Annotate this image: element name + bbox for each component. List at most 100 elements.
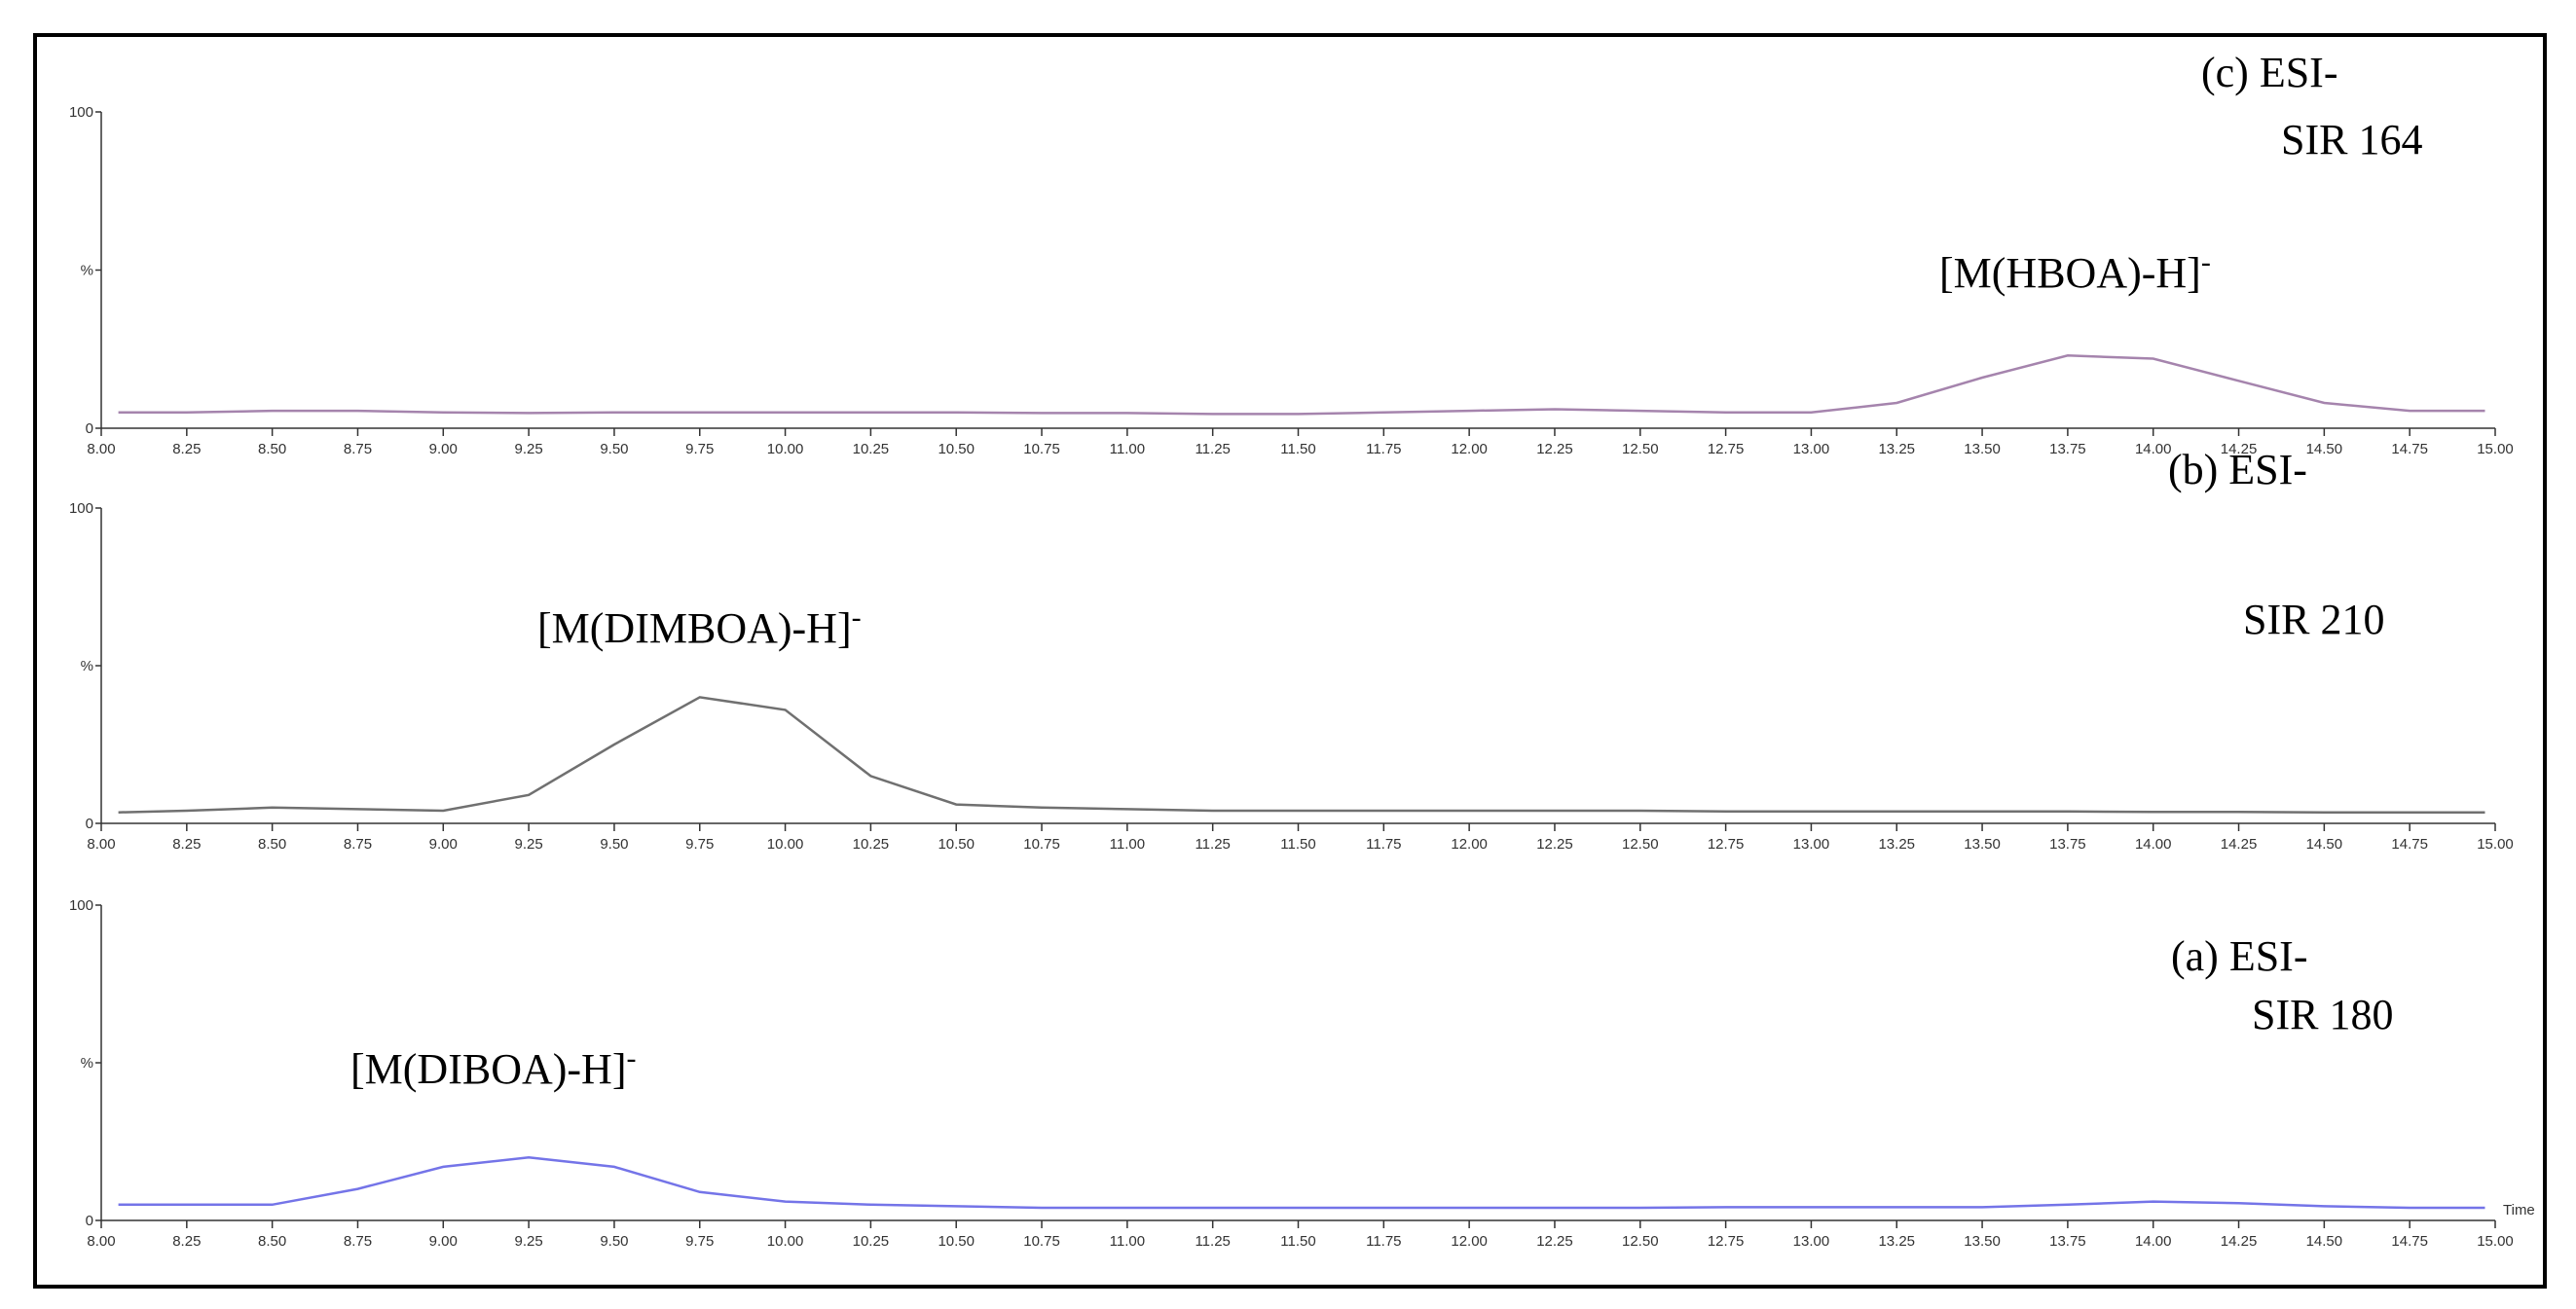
panel-label: (a) ESI- — [2171, 932, 2308, 980]
y-tick-label: 100 — [69, 500, 93, 517]
peak-label: [M(HBOA)-H]- — [1939, 246, 2211, 297]
panel-label: (c) ESI- — [2201, 49, 2338, 96]
x-tick-label: 13.25 — [1878, 1233, 1915, 1250]
x-tick-label: 10.50 — [938, 1233, 975, 1250]
x-tick-label: 10.25 — [853, 441, 890, 457]
x-tick-label: 9.25 — [515, 441, 543, 457]
x-tick-label: 12.00 — [1451, 1233, 1488, 1250]
x-tick-label: 8.00 — [87, 1233, 115, 1250]
peak-label: [M(DIMBOA)-H]- — [537, 601, 862, 652]
x-tick-label: 13.75 — [2049, 836, 2086, 853]
x-tick-label: 9.00 — [429, 1233, 458, 1250]
peak-name: [M(HBOA)-H] — [1939, 249, 2201, 297]
x-tick-label: 8.25 — [172, 441, 201, 457]
chromatogram-line — [118, 354, 2485, 416]
x-tick-label: 8.75 — [344, 836, 372, 853]
x-tick-label: 14.50 — [2306, 441, 2343, 457]
x-tick-label: 12.25 — [1536, 1233, 1573, 1250]
x-tick-label: 14.50 — [2306, 836, 2343, 853]
y-tick-label: % — [81, 1055, 93, 1072]
x-tick-label: 9.75 — [685, 1233, 714, 1250]
x-tick-label: 13.00 — [1793, 836, 1830, 853]
peak-charge: - — [852, 601, 862, 634]
peak-name: [M(DIMBOA)-H] — [537, 604, 852, 652]
x-tick-label: 12.50 — [1622, 1233, 1659, 1250]
x-tick-label: 14.25 — [2221, 836, 2258, 853]
x-tick-label: 14.25 — [2221, 1233, 2258, 1250]
x-tick-label: 8.50 — [258, 1233, 286, 1250]
x-tick-label: 11.00 — [1110, 1233, 1145, 1250]
peak-label: [M(DIBOA)-H]- — [350, 1042, 637, 1093]
x-axis-label: Time — [2503, 1202, 2535, 1218]
x-tick-label: 9.75 — [685, 441, 714, 457]
x-tick-label: 14.75 — [2391, 1233, 2428, 1250]
x-tick-label: 15.00 — [2477, 836, 2514, 853]
x-tick-label: 8.75 — [344, 1233, 372, 1250]
x-tick-label: 11.75 — [1366, 441, 1401, 457]
panel-label: (b) ESI- — [2168, 446, 2307, 493]
x-tick-label: 9.25 — [515, 1233, 543, 1250]
x-tick-label: 10.25 — [853, 836, 890, 853]
y-tick-label: 0 — [86, 420, 93, 437]
chromatogram-line — [118, 1155, 2485, 1210]
x-tick-label: 12.25 — [1536, 836, 1573, 853]
x-tick-label: 11.50 — [1280, 1233, 1315, 1250]
x-tick-label: 13.75 — [2049, 441, 2086, 457]
x-tick-label: 9.50 — [600, 836, 628, 853]
panel-label: SIR 164 — [2281, 116, 2422, 164]
frame — [33, 33, 2547, 1289]
x-tick-label: 11.00 — [1110, 836, 1145, 853]
x-tick-label: 12.50 — [1622, 441, 1659, 457]
chromatogram-line — [118, 696, 2485, 814]
peak-charge: - — [627, 1042, 637, 1074]
y-tick-label: % — [81, 658, 93, 674]
x-tick-label: 14.00 — [2135, 836, 2172, 853]
x-tick-label: 8.25 — [172, 1233, 201, 1250]
x-tick-label: 9.00 — [429, 441, 458, 457]
x-tick-label: 13.75 — [2049, 1233, 2086, 1250]
y-tick-label: % — [81, 263, 93, 279]
x-tick-label: 11.25 — [1195, 441, 1230, 457]
x-tick-label: 14.50 — [2306, 1233, 2343, 1250]
panel-label: SIR 180 — [2252, 991, 2393, 1038]
y-tick-label: 100 — [69, 104, 93, 121]
x-tick-label: 10.75 — [1023, 441, 1060, 457]
x-tick-label: 9.50 — [600, 1233, 628, 1250]
x-tick-label: 11.50 — [1280, 441, 1315, 457]
y-tick-label: 100 — [69, 897, 93, 914]
x-tick-label: 9.50 — [600, 441, 628, 457]
x-tick-label: 10.75 — [1023, 1233, 1060, 1250]
x-tick-label: 13.50 — [1964, 836, 2001, 853]
x-tick-label: 12.75 — [1708, 836, 1745, 853]
x-tick-label: 14.00 — [2135, 441, 2172, 457]
x-tick-label: 12.75 — [1708, 1233, 1745, 1250]
x-tick-label: 14.25 — [2221, 441, 2258, 457]
y-tick-label: 0 — [86, 816, 93, 832]
x-tick-label: 10.00 — [767, 836, 804, 853]
x-tick-label: 12.00 — [1451, 836, 1488, 853]
peak-name: [M(DIBOA)-H] — [350, 1045, 627, 1093]
x-tick-label: 11.75 — [1366, 1233, 1401, 1250]
x-tick-label: 13.25 — [1878, 441, 1915, 457]
x-tick-label: 11.25 — [1195, 836, 1230, 853]
x-tick-label: 10.25 — [853, 1233, 890, 1250]
x-tick-label: 10.50 — [938, 441, 975, 457]
x-tick-label: 11.00 — [1110, 441, 1145, 457]
x-tick-label: 8.00 — [87, 836, 115, 853]
x-tick-label: 12.25 — [1536, 441, 1573, 457]
x-tick-label: 11.25 — [1195, 1233, 1230, 1250]
x-tick-label: 12.00 — [1451, 441, 1488, 457]
x-tick-label: 13.50 — [1964, 1233, 2001, 1250]
x-tick-label: 8.50 — [258, 836, 286, 853]
x-tick-label: 14.00 — [2135, 1233, 2172, 1250]
panel-label: SIR 210 — [2243, 596, 2384, 643]
x-tick-label: 10.00 — [767, 1233, 804, 1250]
x-tick-label: 13.00 — [1793, 1233, 1830, 1250]
x-tick-label: 8.75 — [344, 441, 372, 457]
x-tick-label: 10.50 — [938, 836, 975, 853]
x-tick-label: 11.50 — [1280, 836, 1315, 853]
x-tick-label: 14.75 — [2391, 441, 2428, 457]
peak-charge: - — [2201, 246, 2211, 278]
x-tick-label: 15.00 — [2477, 1233, 2514, 1250]
x-tick-label: 12.50 — [1622, 836, 1659, 853]
